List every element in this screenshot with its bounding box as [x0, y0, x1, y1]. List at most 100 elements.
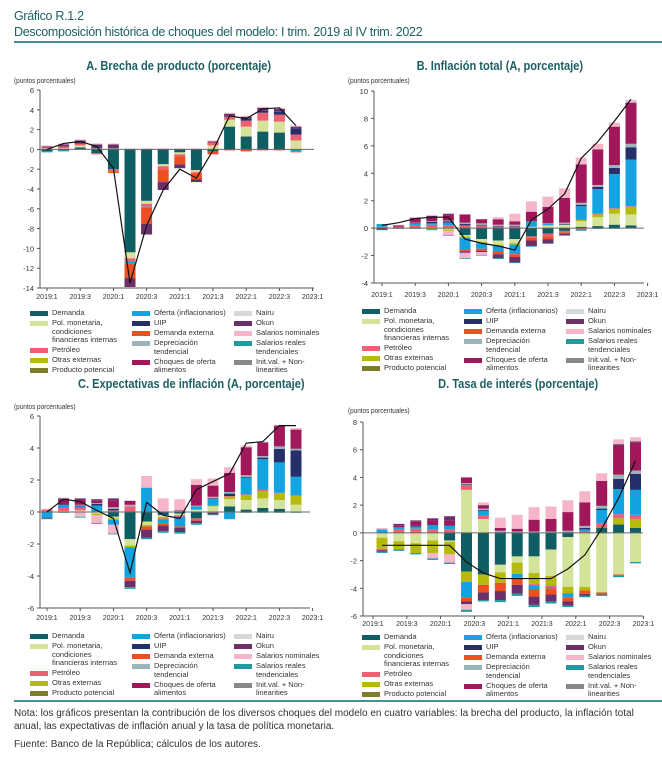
y-tick-label: -2	[350, 557, 357, 566]
bar-segment	[257, 457, 269, 460]
bar-segment	[240, 475, 252, 477]
bar-segment	[376, 551, 388, 553]
bar-segment	[444, 516, 456, 521]
bar-segment	[393, 224, 405, 226]
bar-segment	[426, 223, 438, 225]
bar-segment	[257, 106, 269, 108]
x-tick-label: 2020:3	[136, 294, 158, 301]
bar-segment	[545, 575, 557, 586]
bar-segment	[273, 508, 285, 512]
bar-segment	[174, 528, 186, 532]
bar-segment	[74, 139, 86, 141]
legend-label: Otras externas	[52, 355, 102, 364]
total-line	[381, 98, 632, 251]
bar-segment	[190, 506, 202, 510]
x-tick-label: 2019:3	[69, 615, 91, 622]
bar-segment	[476, 225, 488, 229]
bar-segment	[376, 537, 388, 549]
y-tick-label: 2	[364, 197, 368, 206]
bar-segment	[492, 226, 504, 227]
bar-segment	[608, 208, 620, 209]
bar-segment	[257, 456, 269, 458]
bar-segment	[476, 250, 488, 253]
bar-segment	[273, 425, 285, 447]
legend-swatch	[566, 645, 584, 650]
bar-segment	[559, 224, 571, 229]
legend-swatch	[362, 682, 380, 687]
y-tick-label: 6	[353, 446, 357, 455]
bar-segment	[190, 173, 202, 180]
bar-segment	[141, 203, 153, 207]
bar-segment	[107, 507, 119, 509]
bar-segment	[426, 215, 438, 216]
bar-segment	[476, 224, 488, 226]
bar-segment	[410, 532, 422, 544]
legend-label: Salarios reales tendenciales	[588, 662, 638, 680]
legend-swatch	[234, 359, 252, 365]
y-tick-label: -6	[27, 205, 34, 214]
bar-segment	[559, 224, 571, 225]
total-line	[46, 107, 297, 284]
legend-label: UIP	[154, 641, 167, 650]
bar-segment	[426, 221, 438, 224]
bar-segment	[273, 121, 285, 133]
bar-segment	[511, 562, 523, 574]
legend-item: Init.val. + Non-linearities	[566, 681, 662, 699]
bar-segment	[630, 437, 641, 442]
bar-segment	[224, 116, 236, 120]
footer-rule	[14, 700, 662, 702]
bar-segment	[559, 235, 571, 236]
bar-segment	[107, 144, 119, 148]
bar-segment	[190, 149, 202, 171]
bar-segment	[91, 515, 103, 524]
bar-segment	[190, 512, 202, 519]
legend-swatch	[30, 681, 48, 686]
bar-segment	[625, 225, 637, 229]
bar-segment	[476, 252, 488, 255]
legend-item: Oferta (inflacionarios)	[464, 306, 560, 316]
bar-segment	[257, 112, 269, 121]
bar-segment	[625, 102, 637, 105]
bar-segment	[427, 540, 439, 553]
bar-segment	[596, 528, 608, 533]
bar-segment	[91, 147, 103, 149]
legend-swatch	[566, 309, 584, 314]
bar-segment	[224, 126, 236, 150]
x-tick-label: 2021:1	[169, 615, 191, 622]
bar-segment	[427, 529, 439, 533]
legend-label: Pol. monetaria, condiciones financieras …	[384, 642, 450, 668]
bar-segment	[290, 125, 302, 127]
bar-segment	[494, 530, 506, 533]
legend-label: Pol. monetaria, condiciones financieras …	[384, 316, 450, 342]
bar-segment	[509, 254, 521, 257]
legend-swatch	[234, 311, 252, 316]
bar-segment	[240, 494, 252, 496]
bar-segment	[630, 473, 641, 490]
bar-segment	[224, 113, 236, 116]
chart-b-unit: (puntos porcentuales)	[348, 76, 410, 85]
x-tick-label: 2022:3	[269, 615, 291, 622]
bar-segment	[476, 243, 488, 249]
x-tick-label: 2023:1	[637, 292, 659, 299]
legend-label: Oferta (inflacionarios)	[486, 306, 558, 315]
bar-segment	[74, 500, 86, 505]
bar-segment	[575, 226, 587, 229]
bar-segment	[579, 502, 591, 526]
legend-swatch	[566, 635, 584, 640]
bar-segment	[592, 213, 604, 215]
bar-segment	[494, 572, 506, 583]
bar-segment	[494, 528, 506, 531]
legend-item: Petróleo	[30, 345, 126, 355]
bar-segment	[157, 512, 169, 516]
bar-segment	[190, 520, 202, 524]
bar-segment	[511, 593, 523, 596]
legend-column: Oferta (inflacionarios) UIP Demanda extern…	[464, 306, 560, 373]
legend-item: Otras externas	[30, 678, 126, 688]
legend-item: Depreciación tendencial	[464, 662, 560, 680]
legend-item: UIP	[464, 316, 560, 326]
legend-item: Demanda	[30, 631, 126, 641]
bar-segment	[207, 512, 219, 515]
legend-item: Pol. monetaria, condiciones financieras …	[362, 316, 458, 343]
bar-segment	[141, 524, 153, 527]
